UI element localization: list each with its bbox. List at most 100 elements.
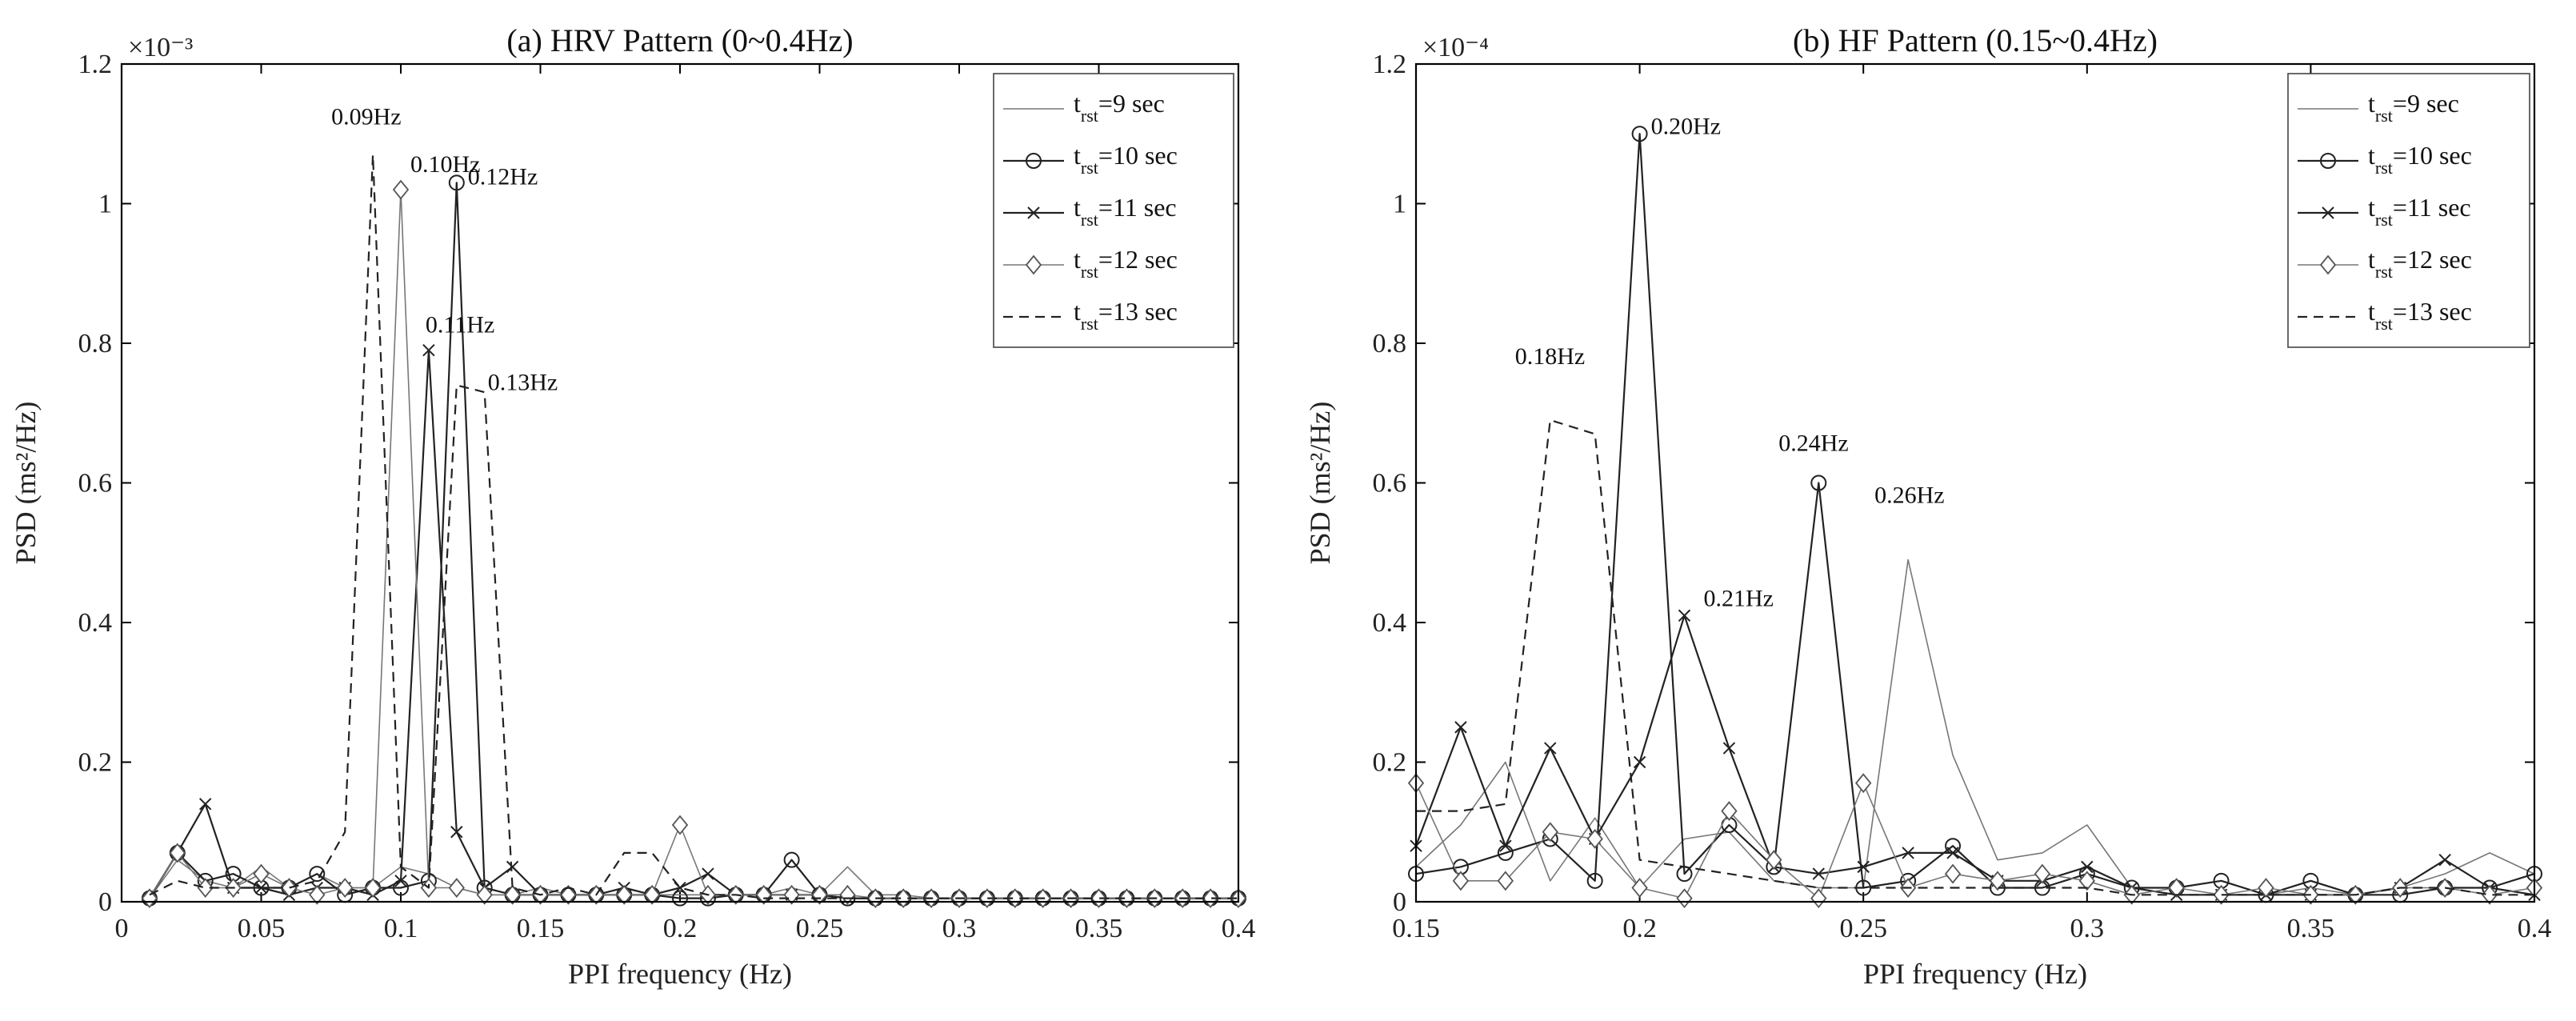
data-point-diamond: [1766, 850, 1782, 871]
data-point-circle: [783, 851, 800, 868]
legend-entry-main: t: [1074, 141, 1081, 170]
data-point-diamond: [169, 843, 186, 863]
data-point-diamond: [755, 884, 772, 905]
panel-b-hf-pattern: 0.15 0.2 0.25 0.3 0.35 0.4 0 0.2 0.4 0.6 0.8 1 1.2 ×1…: [1304, 22, 2551, 990]
data-point-x: [450, 826, 463, 839]
data-point-diamond: [364, 878, 382, 898]
data-point-diamond: [2213, 884, 2230, 905]
series-line-5: [1416, 418, 2534, 896]
data-point-x: [1946, 847, 1959, 859]
legend-box: [993, 73, 1234, 348]
legend-entry-subscript: rst: [2375, 106, 2393, 126]
data-point-x: [1857, 860, 1870, 874]
data-point-x: [198, 798, 212, 811]
data-point-circle: [1586, 872, 1603, 889]
legend-entry: trst=13 sec: [1074, 297, 1178, 334]
axes-frame: [120, 62, 1240, 903]
legend-entry-subscript: rst: [2375, 262, 2393, 282]
data-point-diamond: [978, 888, 996, 909]
data-point-diamond: [253, 863, 270, 884]
peak-annotation: 0.09Hz: [331, 103, 401, 130]
y-tick-label: 1: [1393, 190, 1406, 219]
x-tick-label: 0: [115, 914, 129, 943]
legend-marker-diamond: [2319, 254, 2337, 275]
legend-entry-rest: =10 sec: [1098, 141, 1178, 170]
x-tick-label: 0.3: [942, 914, 977, 943]
axes-frame: [1414, 62, 2536, 903]
data-point-diamond: [504, 884, 521, 905]
data-point-diamond: [839, 884, 856, 905]
data-point-diamond: [1721, 801, 1738, 821]
x-tick-label: 0.2: [1622, 914, 1657, 943]
y-axis-multiplier: ×10⁻³: [128, 33, 193, 62]
data-point-x: [422, 344, 435, 357]
data-point-diamond: [671, 815, 689, 835]
data-point-diamond: [476, 884, 493, 905]
legend-entry-subscript: rst: [1081, 158, 1098, 178]
data-point-x: [1633, 755, 1646, 769]
x-tick-label: 0.35: [1075, 914, 1123, 943]
data-point-circle: [309, 866, 326, 883]
legend-entry: trst=11 sec: [1074, 193, 1177, 230]
data-point-diamond: [1452, 871, 1470, 891]
legend-marker-circle: [1026, 153, 1042, 169]
y-tick-label: 0.8: [78, 329, 113, 358]
legend-entry-rest: =12 sec: [1098, 245, 1178, 274]
peak-annotation: 0.24Hz: [1778, 430, 1848, 457]
x-tick-label: 0.35: [2287, 914, 2335, 943]
legend-entry-rest: =11 sec: [2393, 193, 2471, 222]
data-point-x: [2081, 860, 2094, 874]
y-axis-multiplier: ×10⁻⁴: [1422, 33, 1489, 62]
x-axis-label: PPI frequency (Hz): [1863, 958, 2087, 990]
legend-marker-x: [1027, 206, 1040, 219]
legend-entry-rest: =13 sec: [2393, 297, 2472, 326]
data-point-diamond: [2168, 878, 2185, 898]
y-tick-label: 0.6: [78, 469, 113, 498]
legend-entry-subscript: rst: [1081, 210, 1098, 230]
x-tick-label: 0.05: [238, 914, 286, 943]
legend-entry-main: t: [2368, 297, 2375, 326]
data-point-diamond: [197, 878, 214, 898]
legend-marker-circle: [2320, 153, 2336, 169]
legend-entry-rest: =10 sec: [2393, 141, 2472, 170]
y-tick-label: 0.6: [1373, 469, 1407, 498]
legend-entry-rest: =12 sec: [2393, 245, 2472, 274]
legend-entry: trst=9 sec: [2368, 89, 2459, 126]
data-point-diamond: [1542, 822, 1558, 843]
data-point-diamond: [337, 878, 354, 898]
peak-annotation: 0.12Hz: [468, 163, 538, 190]
data-point-diamond: [1810, 888, 1827, 909]
data-point-diamond: [895, 888, 912, 909]
legend-entry: trst=12 sec: [1074, 245, 1178, 282]
data-point-diamond: [1855, 773, 1872, 794]
legend-entry: trst=13 sec: [2368, 297, 2472, 334]
x-tick-label: 0.2: [663, 914, 698, 943]
peak-annotation: 0.10Hz: [410, 151, 480, 178]
data-point-diamond: [1989, 871, 2006, 891]
y-tick-label: 1.2: [1373, 50, 1407, 79]
data-point-diamond: [2078, 871, 2095, 891]
data-point-diamond: [392, 179, 410, 200]
data-point-x: [2438, 853, 2451, 867]
legend-entry-main: t: [1074, 297, 1081, 326]
data-point-diamond: [1090, 888, 1107, 909]
legend-entry-rest: =9 sec: [2393, 89, 2459, 118]
data-point-diamond: [1676, 888, 1693, 909]
legend-entry-main: t: [1074, 89, 1081, 118]
x-tick-label: 0.25: [1839, 914, 1887, 943]
legend-entry: trst=10 sec: [2368, 141, 2472, 178]
legend-entry: trst=10 sec: [1074, 141, 1178, 178]
peak-annotation: 0.13Hz: [488, 369, 558, 395]
data-point-x: [1678, 609, 1691, 622]
peak-annotation: 0.21Hz: [1704, 585, 1774, 611]
legend-entry: trst=9 sec: [1074, 89, 1165, 126]
legend-entry-subscript: rst: [2375, 210, 2393, 230]
y-tick-label: 0.2: [78, 748, 113, 778]
legend-entry-subscript: rst: [2375, 158, 2393, 178]
x-tick-label: 0.15: [1392, 914, 1440, 943]
data-point-diamond: [281, 878, 298, 898]
data-point-diamond: [2034, 863, 2051, 884]
